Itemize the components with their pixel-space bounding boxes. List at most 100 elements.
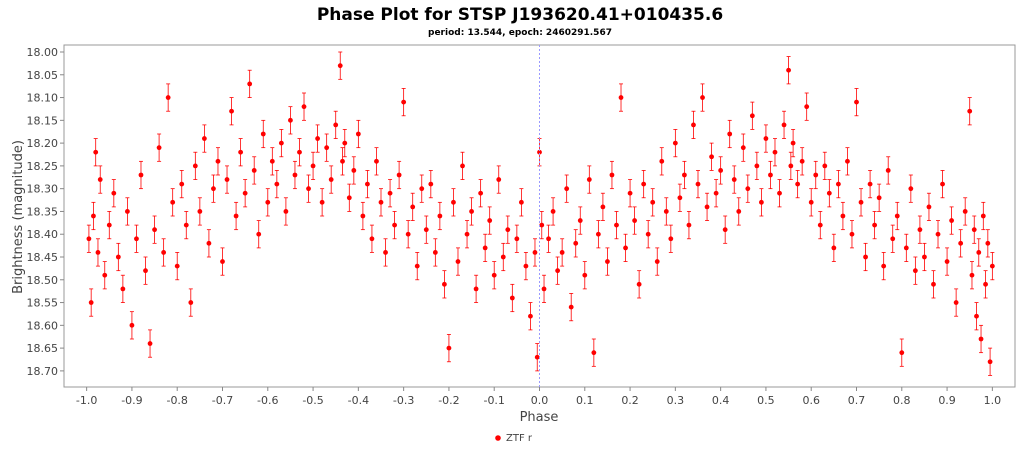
y-tick-label: 18.35: [27, 205, 59, 218]
data-point: [944, 259, 950, 264]
y-tick-label: 18.65: [27, 342, 59, 355]
data-point: [668, 236, 674, 242]
data-point: [978, 336, 984, 342]
data-point: [201, 136, 207, 141]
data-point: [360, 213, 366, 219]
data-point: [659, 158, 665, 164]
data-point: [872, 222, 878, 228]
y-axis: 18.00 18.05 18.10 18.15 18.20 18.25 18.30 18.35…: [27, 46, 64, 378]
data-point: [215, 158, 221, 164]
data-point: [650, 199, 656, 205]
data-point: [156, 145, 162, 151]
data-point: [125, 209, 130, 214]
data-point: [278, 140, 284, 146]
data-point: [908, 186, 914, 192]
data-point: [211, 186, 216, 192]
data-point: [224, 177, 230, 182]
data-point: [627, 190, 633, 196]
data-point: [274, 181, 280, 187]
data-point: [120, 286, 126, 292]
data-point: [464, 231, 470, 237]
data-point: [867, 181, 873, 187]
legend: ZTF r: [495, 433, 533, 444]
data-point: [446, 345, 452, 351]
data-point: [442, 281, 447, 287]
data-point: [926, 204, 932, 210]
data-point: [534, 354, 540, 360]
x-tick-label: 0.8: [893, 394, 911, 407]
chart-subtitle: period: 13.544, epoch: 2460291.567: [428, 28, 612, 38]
data-point: [147, 341, 153, 346]
data-point: [410, 204, 416, 210]
data-point: [129, 322, 135, 328]
data-point: [269, 158, 275, 164]
data-point: [586, 177, 592, 182]
data-point: [143, 268, 148, 274]
data-point: [310, 163, 316, 169]
x-axis: -1.0 -0.9 -0.8 -0.7 -0.6 -0.5 -0.4 -0.3 -0.2 -0.1…: [76, 387, 1001, 407]
data-point: [817, 222, 823, 228]
data-point: [840, 213, 846, 219]
x-tick-label: -0.7: [212, 394, 233, 407]
y-tick-label: 18.70: [27, 365, 59, 378]
x-tick-label: -0.8: [166, 394, 187, 407]
data-point: [106, 222, 112, 228]
data-point: [917, 227, 923, 233]
data-point: [808, 199, 814, 205]
data-point: [251, 168, 257, 173]
data-point: [455, 259, 461, 264]
data-point: [95, 250, 101, 255]
y-tick-label: 18.30: [27, 183, 59, 196]
data-point: [636, 281, 642, 287]
y-tick-label: 18.20: [27, 137, 59, 150]
data-point: [695, 181, 701, 187]
data-point: [641, 181, 647, 187]
data-point: [378, 199, 384, 205]
data-point: [600, 204, 606, 210]
data-point: [813, 172, 819, 178]
data-point: [419, 186, 425, 192]
data-points-layer: [86, 51, 995, 376]
data-point: [677, 195, 683, 201]
data-point: [288, 117, 293, 123]
data-point: [663, 209, 669, 214]
data-point: [980, 213, 986, 219]
data-point: [736, 209, 742, 214]
data-point: [179, 181, 185, 187]
y-tick-label: 18.55: [27, 297, 59, 310]
x-tick-label: -0.2: [438, 394, 459, 407]
x-tick-label: 0.2: [621, 394, 639, 407]
data-point: [91, 213, 96, 219]
data-point: [654, 259, 660, 264]
data-point: [763, 136, 769, 141]
data-point: [831, 245, 837, 251]
data-point: [102, 272, 108, 278]
data-point: [351, 168, 357, 173]
data-point: [931, 281, 936, 287]
data-point: [460, 163, 465, 169]
plot-area: [63, 44, 1016, 388]
data-point: [614, 222, 619, 228]
data-point: [165, 95, 171, 100]
data-point: [731, 177, 737, 182]
data-point: [392, 222, 397, 228]
data-point: [306, 186, 311, 192]
data-point: [315, 136, 320, 141]
data-point: [749, 113, 755, 119]
y-tick-label: 18.45: [27, 251, 59, 264]
data-point: [428, 181, 434, 187]
data-point: [555, 268, 561, 274]
legend-marker: [495, 435, 501, 441]
x-tick-label: 1.0: [984, 394, 1002, 407]
data-point: [532, 250, 538, 255]
data-point: [528, 313, 533, 319]
data-point: [500, 254, 506, 260]
data-point: [546, 236, 551, 242]
data-point: [672, 140, 678, 146]
data-point: [974, 313, 979, 319]
data-point: [86, 236, 92, 242]
data-point: [700, 95, 705, 100]
data-point: [786, 67, 791, 73]
data-point: [328, 177, 334, 182]
